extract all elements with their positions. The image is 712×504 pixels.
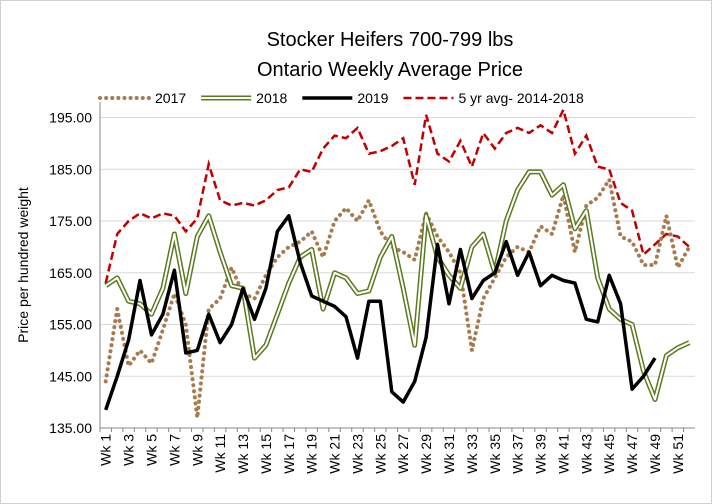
legend-label: 2018: [256, 90, 287, 106]
series: [103, 174, 692, 418]
legend-label: 2017: [155, 90, 186, 106]
legend-label: 5 yr avg- 2014-2018: [458, 90, 584, 106]
y-tick-label: 145.00: [49, 368, 92, 384]
x-tick-label: Wk 13: [235, 434, 251, 474]
x-tick-label: Wk 43: [578, 434, 594, 474]
x-tick-label: Wk 11: [212, 434, 228, 473]
x-tick-label: Wk 7: [166, 434, 182, 466]
y-tick-label: 185.00: [49, 161, 92, 177]
x-tick-label: Wk 15: [258, 434, 274, 474]
y-axis-label: Price per hundred weight: [15, 187, 31, 343]
x-tick-label: Wk 9: [189, 434, 205, 466]
series: [104, 106, 691, 284]
y-tick-label: 165.00: [49, 265, 92, 281]
x-tick-label: Wk 19: [304, 434, 320, 474]
chart-subtitle: Ontario Weekly Average Price: [257, 59, 523, 81]
legend-label: 2019: [357, 90, 388, 106]
x-tick-label: Wk 5: [143, 434, 159, 466]
line: [104, 214, 657, 411]
y-tick-label: 175.00: [49, 213, 92, 229]
x-tick-label: Wk 41: [555, 434, 571, 474]
x-tick-label: Wk 27: [395, 434, 411, 474]
y-tick-label: 155.00: [49, 317, 92, 333]
chart-title: Stocker Heifers 700-799 lbs: [267, 29, 514, 51]
line-inner: [105, 170, 690, 401]
series: [104, 169, 691, 402]
x-tick-label: Wk 1: [98, 434, 114, 466]
x-tick-label: Wk 33: [464, 434, 480, 474]
x-tick-label: Wk 49: [647, 434, 663, 474]
x-tick-label: Wk 47: [624, 434, 640, 474]
x-tick-label: Wk 25: [372, 434, 388, 474]
x-tick-label: Wk 21: [327, 434, 343, 474]
y-tick-label: 195.00: [49, 110, 92, 126]
y-tick-label: 135.00: [49, 420, 92, 436]
line: [104, 106, 691, 284]
x-tick-label: Wk 29: [418, 434, 434, 474]
x-tick-label: Wk 51: [670, 434, 686, 474]
x-tick-label: Wk 39: [533, 434, 549, 474]
x-tick-label: Wk 37: [510, 434, 526, 474]
x-tick-label: Wk 45: [601, 434, 617, 474]
x-tick-label: Wk 17: [281, 434, 297, 474]
line: [103, 174, 692, 418]
x-tick-label: Wk 23: [349, 434, 365, 474]
x-tick-label: Wk 31: [441, 434, 457, 474]
series: [104, 214, 657, 411]
x-tick-label: Wk 35: [487, 434, 503, 474]
x-tick-label: Wk 3: [121, 434, 137, 466]
